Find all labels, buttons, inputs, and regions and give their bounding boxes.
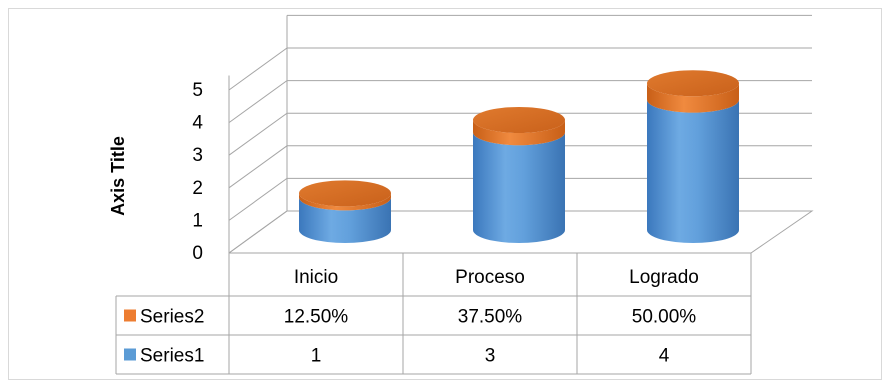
bars	[299, 70, 739, 243]
data-label: 12.50%	[284, 307, 349, 328]
gridlines	[228, 14, 814, 254]
data-label: 1	[311, 346, 322, 367]
y-axis-title: Axis Title	[108, 136, 128, 216]
bar-top-cap-inicio	[299, 180, 391, 207]
bar-group-proceso	[473, 106, 565, 243]
y-tick-label: 2	[192, 178, 203, 199]
y-tick-label: 0	[192, 243, 203, 264]
bar-series1-proceso	[473, 132, 565, 243]
bar-top-cap-logrado	[647, 70, 739, 97]
y-tick-label: 4	[192, 113, 203, 134]
data-label: 50.00%	[632, 307, 697, 328]
bar-series2-inicio	[299, 193, 391, 211]
y-tick-label: 1	[192, 210, 203, 231]
bar-series1-logrado	[647, 99, 739, 243]
bar-group-logrado	[647, 70, 739, 243]
data-table: Inicio Proceso Logrado Series2 12.50% 37.50% 5…	[115, 252, 752, 375]
data-label: 3	[485, 346, 496, 367]
legend-label-series2: Series2	[140, 307, 204, 328]
legend-swatch-series2	[124, 309, 136, 322]
y-tick-label: 5	[192, 80, 203, 101]
y-axis-ticks: 0 1 2 3 4 5	[192, 80, 203, 264]
x-tick-label: Inicio	[294, 267, 338, 288]
bar-series1-inicio	[299, 197, 391, 243]
legend-swatch-series1	[124, 348, 136, 361]
x-tick-label: Proceso	[455, 267, 525, 288]
bar-series2-logrado	[647, 83, 739, 113]
y-tick-label: 3	[192, 145, 203, 166]
data-label: 37.50%	[458, 307, 523, 328]
bar-top-cap-proceso	[473, 106, 565, 133]
x-tick-label: Logrado	[629, 267, 699, 288]
data-label: 4	[659, 346, 670, 367]
bar-group-inicio	[299, 180, 391, 243]
bar-series2-proceso	[473, 119, 565, 146]
legend-label-series1: Series1	[140, 346, 204, 367]
